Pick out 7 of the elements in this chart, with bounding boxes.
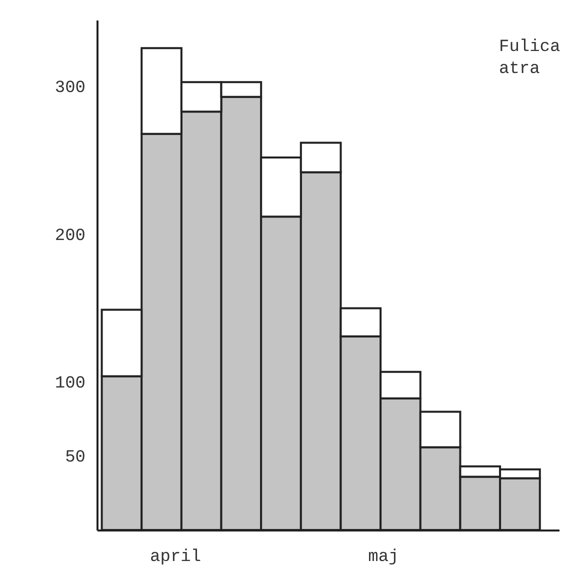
text: april (150, 548, 202, 567)
y-tick-label: 50 (65, 448, 86, 468)
y-tick-label: 200 (54, 226, 86, 246)
y-tick-label: 100 (54, 374, 86, 394)
y-tick-label: 300 (54, 79, 86, 98)
text: Fulica atra (499, 38, 560, 79)
text: maj (368, 548, 399, 567)
